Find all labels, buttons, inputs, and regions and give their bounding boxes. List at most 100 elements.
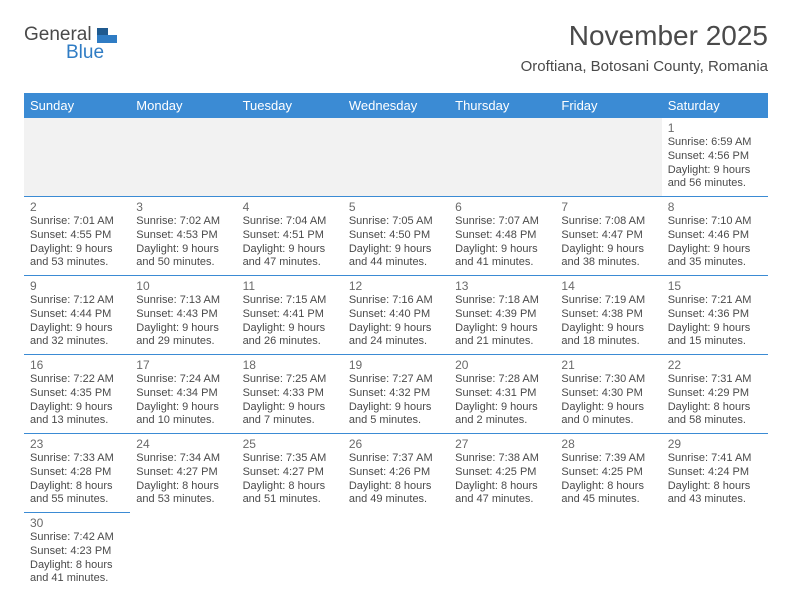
daylight-text: Daylight: 9 hours [30,243,124,257]
sunrise-text: Sunrise: 7:39 AM [561,452,655,466]
day-header: Sunday [24,93,130,118]
daylight-text: Daylight: 8 hours [668,480,762,494]
day-number: 20 [455,358,549,372]
calendar-cell [449,513,555,592]
sunset-text: Sunset: 4:31 PM [455,387,549,401]
daylight-text: Daylight: 9 hours [243,243,337,257]
sunset-text: Sunset: 4:43 PM [136,308,230,322]
sunset-text: Sunset: 4:55 PM [30,229,124,243]
sunrise-text: Sunrise: 7:04 AM [243,215,337,229]
day-number: 4 [243,200,337,214]
daylight-text: and 55 minutes. [30,493,124,507]
sunrise-text: Sunrise: 7:42 AM [30,531,124,545]
calendar-row: 23Sunrise: 7:33 AMSunset: 4:28 PMDayligh… [24,434,768,513]
sunset-text: Sunset: 4:44 PM [30,308,124,322]
daylight-text: and 45 minutes. [561,493,655,507]
calendar-cell: 7Sunrise: 7:08 AMSunset: 4:47 PMDaylight… [555,197,661,276]
sunrise-text: Sunrise: 7:05 AM [349,215,443,229]
sunrise-text: Sunrise: 7:07 AM [455,215,549,229]
sunrise-text: Sunrise: 7:02 AM [136,215,230,229]
sunrise-text: Sunrise: 7:24 AM [136,373,230,387]
calendar-cell: 26Sunrise: 7:37 AMSunset: 4:26 PMDayligh… [343,434,449,513]
day-number: 13 [455,279,549,293]
calendar-head: Sunday Monday Tuesday Wednesday Thursday… [24,93,768,118]
daylight-text: Daylight: 8 hours [30,480,124,494]
calendar-cell [24,118,130,197]
sunset-text: Sunset: 4:30 PM [561,387,655,401]
sunset-text: Sunset: 4:32 PM [349,387,443,401]
day-header: Tuesday [237,93,343,118]
sunrise-text: Sunrise: 7:12 AM [30,294,124,308]
calendar-cell: 16Sunrise: 7:22 AMSunset: 4:35 PMDayligh… [24,355,130,434]
sunrise-text: Sunrise: 7:31 AM [668,373,762,387]
logo-text-stack: General Blue [24,24,118,64]
calendar-cell [130,118,236,197]
daylight-text: and 50 minutes. [136,256,230,270]
month-title: November 2025 [521,20,768,52]
daylight-text: and 56 minutes. [668,177,762,191]
daylight-text: and 15 minutes. [668,335,762,349]
day-header: Wednesday [343,93,449,118]
daylight-text: Daylight: 9 hours [668,164,762,178]
daylight-text: Daylight: 9 hours [561,243,655,257]
daylight-text: and 18 minutes. [561,335,655,349]
daylight-text: Daylight: 9 hours [243,401,337,415]
sunrise-text: Sunrise: 6:59 AM [668,136,762,150]
day-number: 25 [243,437,337,451]
day-number: 21 [561,358,655,372]
calendar-cell: 15Sunrise: 7:21 AMSunset: 4:36 PMDayligh… [662,276,768,355]
day-number: 17 [136,358,230,372]
sunset-text: Sunset: 4:35 PM [30,387,124,401]
daylight-text: Daylight: 9 hours [349,243,443,257]
daylight-text: and 7 minutes. [243,414,337,428]
calendar-row: 1Sunrise: 6:59 AMSunset: 4:56 PMDaylight… [24,118,768,197]
daylight-text: Daylight: 8 hours [668,401,762,415]
day-number: 9 [30,279,124,293]
daylight-text: Daylight: 9 hours [455,322,549,336]
calendar-cell [343,513,449,592]
calendar-cell: 28Sunrise: 7:39 AMSunset: 4:25 PMDayligh… [555,434,661,513]
sunrise-text: Sunrise: 7:18 AM [455,294,549,308]
daylight-text: and 10 minutes. [136,414,230,428]
location: Oroftiana, Botosani County, Romania [521,58,768,75]
calendar-row: 30Sunrise: 7:42 AMSunset: 4:23 PMDayligh… [24,513,768,592]
calendar-cell: 2Sunrise: 7:01 AMSunset: 4:55 PMDaylight… [24,197,130,276]
calendar-cell: 30Sunrise: 7:42 AMSunset: 4:23 PMDayligh… [24,513,130,592]
sunset-text: Sunset: 4:25 PM [561,466,655,480]
day-number: 10 [136,279,230,293]
sunrise-text: Sunrise: 7:33 AM [30,452,124,466]
daylight-text: and 21 minutes. [455,335,549,349]
day-number: 5 [349,200,443,214]
day-number: 3 [136,200,230,214]
calendar-cell: 21Sunrise: 7:30 AMSunset: 4:30 PMDayligh… [555,355,661,434]
sunrise-text: Sunrise: 7:22 AM [30,373,124,387]
sunrise-text: Sunrise: 7:15 AM [243,294,337,308]
sunset-text: Sunset: 4:24 PM [668,466,762,480]
sunrise-text: Sunrise: 7:38 AM [455,452,549,466]
sunset-text: Sunset: 4:38 PM [561,308,655,322]
day-number: 7 [561,200,655,214]
sunset-text: Sunset: 4:50 PM [349,229,443,243]
daylight-text: and 44 minutes. [349,256,443,270]
calendar-cell [555,118,661,197]
day-number: 12 [349,279,443,293]
calendar-cell: 29Sunrise: 7:41 AMSunset: 4:24 PMDayligh… [662,434,768,513]
daylight-text: and 53 minutes. [30,256,124,270]
calendar-cell [130,513,236,592]
daylight-text: and 51 minutes. [243,493,337,507]
sunset-text: Sunset: 4:53 PM [136,229,230,243]
daylight-text: and 2 minutes. [455,414,549,428]
header: General Blue November 2025 Oroftiana, Bo… [24,20,768,75]
calendar-cell [449,118,555,197]
day-number: 22 [668,358,762,372]
calendar-row: 16Sunrise: 7:22 AMSunset: 4:35 PMDayligh… [24,355,768,434]
sunset-text: Sunset: 4:56 PM [668,150,762,164]
daylight-text: Daylight: 9 hours [561,401,655,415]
daylight-text: Daylight: 8 hours [349,480,443,494]
daylight-text: and 38 minutes. [561,256,655,270]
day-number: 27 [455,437,549,451]
sunrise-text: Sunrise: 7:27 AM [349,373,443,387]
sunset-text: Sunset: 4:29 PM [668,387,762,401]
day-number: 2 [30,200,124,214]
calendar-cell: 18Sunrise: 7:25 AMSunset: 4:33 PMDayligh… [237,355,343,434]
